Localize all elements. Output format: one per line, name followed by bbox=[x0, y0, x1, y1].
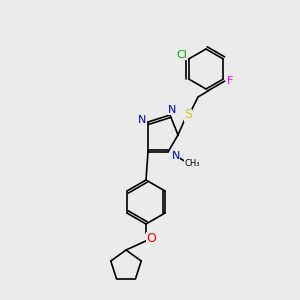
Text: S: S bbox=[184, 109, 192, 122]
Text: Cl: Cl bbox=[176, 50, 187, 60]
Text: F: F bbox=[227, 76, 233, 86]
Text: CH₃: CH₃ bbox=[184, 160, 200, 169]
Text: N: N bbox=[138, 115, 146, 125]
Text: N: N bbox=[168, 105, 176, 115]
Text: O: O bbox=[146, 232, 156, 244]
Text: N: N bbox=[172, 151, 180, 161]
